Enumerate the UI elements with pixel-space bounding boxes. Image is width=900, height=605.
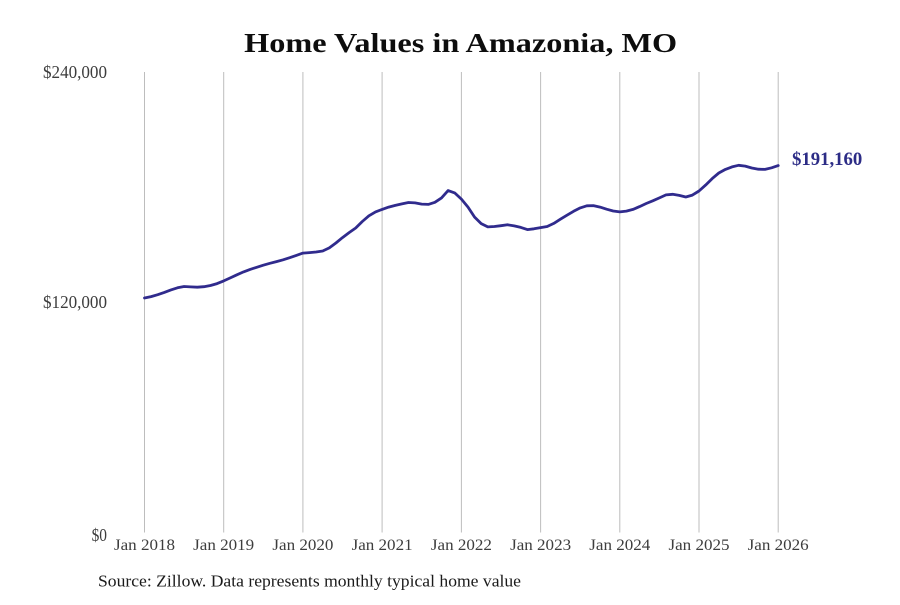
- svg-text:Jan 2018: Jan 2018: [114, 536, 175, 554]
- svg-text:Jan 2021: Jan 2021: [352, 536, 413, 554]
- svg-text:Jan 2025: Jan 2025: [669, 536, 730, 554]
- svg-text:$120,000: $120,000: [43, 292, 107, 312]
- svg-text:Source: Zillow. Data represent: Source: Zillow. Data represents monthly …: [98, 572, 521, 591]
- svg-text:$191,160: $191,160: [792, 150, 862, 170]
- svg-text:Jan 2019: Jan 2019: [193, 536, 254, 554]
- svg-text:$240,000: $240,000: [43, 62, 107, 82]
- svg-text:Jan 2023: Jan 2023: [510, 536, 571, 554]
- svg-text:$0: $0: [92, 525, 107, 545]
- svg-text:Jan 2026: Jan 2026: [748, 536, 809, 554]
- svg-text:Jan 2020: Jan 2020: [272, 536, 333, 554]
- svg-text:Jan 2024: Jan 2024: [589, 536, 650, 554]
- svg-text:Home Values in Amazonia, MO: Home Values in Amazonia, MO: [244, 27, 677, 58]
- svg-text:Jan 2022: Jan 2022: [431, 536, 492, 554]
